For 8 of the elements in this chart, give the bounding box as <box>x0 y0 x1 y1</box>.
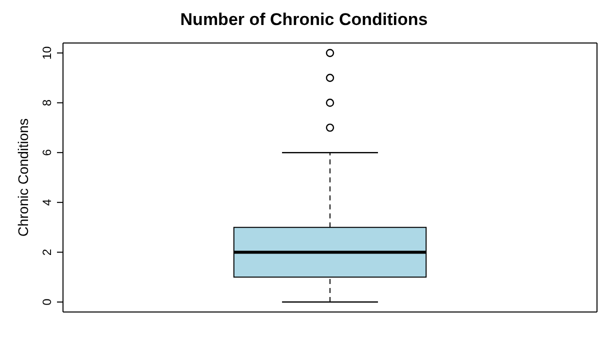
y-axis-title: Chronic Conditions <box>14 118 31 237</box>
y-tick-label: 10 <box>40 46 54 60</box>
y-tick-label: 2 <box>40 248 54 256</box>
y-tick-label: 8 <box>40 99 54 106</box>
y-tick-label: 6 <box>40 148 54 156</box>
chart-title: Number of Chronic Conditions <box>179 9 429 31</box>
y-tick-label: 4 <box>40 198 54 206</box>
y-tick-label: 0 <box>40 298 54 306</box>
